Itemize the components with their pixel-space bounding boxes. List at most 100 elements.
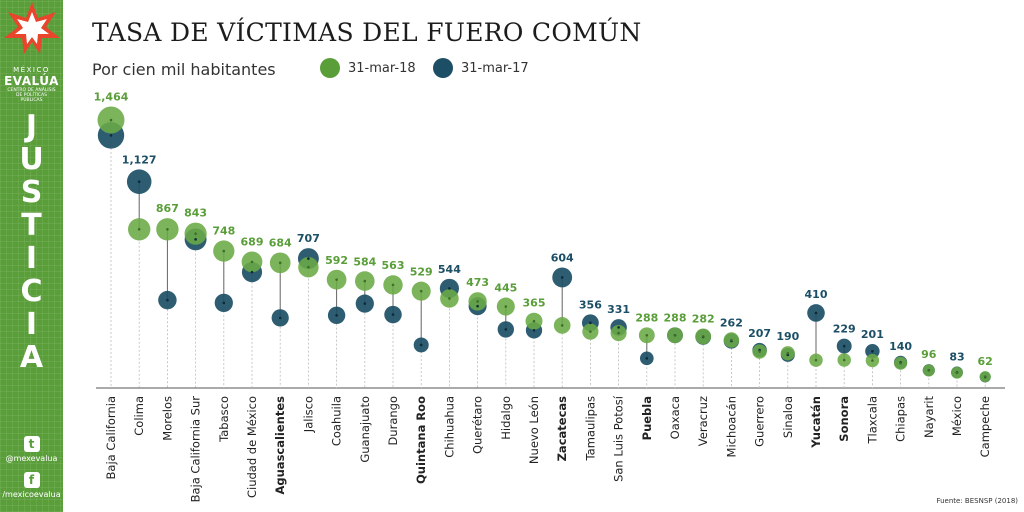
center-dot <box>927 369 931 372</box>
value-label: 689 <box>241 236 264 249</box>
value-label: 207 <box>748 327 771 340</box>
center-dot <box>955 371 959 375</box>
center-dot <box>899 361 902 365</box>
twitter-link[interactable]: t @mexevalua <box>0 436 63 463</box>
section-letter: T <box>21 208 42 243</box>
center-dot <box>871 359 874 362</box>
center-dot <box>335 278 338 281</box>
category-label: Puebla <box>640 396 654 440</box>
facebook-link[interactable]: f /mexicoevalua <box>0 472 63 499</box>
center-dot <box>391 313 395 316</box>
value-label: 201 <box>861 328 884 341</box>
section-letter: I <box>25 241 38 276</box>
category-label: Baja California Sur <box>189 396 203 503</box>
center-dot <box>222 249 226 253</box>
center-dot <box>166 298 169 302</box>
category-label: Quintana Roo <box>414 396 428 484</box>
value-label: 748 <box>212 224 235 237</box>
value-label: 445 <box>494 282 517 295</box>
section-letter: A <box>19 340 44 375</box>
center-dot <box>504 305 508 308</box>
value-label: 544 <box>438 263 461 276</box>
section-letter: C <box>20 274 43 309</box>
center-dot <box>758 350 761 353</box>
brand-sub: CENTRO DE ANÁLISIS DE POLÍTICAS PÚBLICAS <box>7 88 56 103</box>
category-label: Chihuahua <box>442 396 456 458</box>
source-note: Fuente: BESNSP (2018) <box>936 497 1018 505</box>
category-label: Guerrero <box>753 396 767 447</box>
legend-dot-icon <box>433 58 453 78</box>
center-dot <box>335 314 338 317</box>
section-letter: I <box>25 307 38 342</box>
value-label: 563 <box>382 259 405 272</box>
value-label: 282 <box>692 312 715 325</box>
category-label: Yucatán <box>809 396 823 449</box>
category-label: Guanajuato <box>358 396 372 463</box>
value-label: 592 <box>325 254 348 267</box>
category-label: Durango <box>386 396 400 446</box>
section-letter: J <box>25 109 38 144</box>
center-dot <box>166 227 169 231</box>
category-label: Veracruz <box>696 396 710 446</box>
value-label: 843 <box>184 207 207 220</box>
value-label: 707 <box>297 232 320 245</box>
section-letter: S <box>20 175 43 210</box>
facebook-icon: f <box>23 472 40 488</box>
center-dot <box>842 358 846 362</box>
category-label: Tabasco <box>217 396 231 443</box>
center-dot <box>560 276 564 279</box>
brand-main: EVALÚA <box>4 74 59 88</box>
center-dot <box>109 118 113 122</box>
value-label: 867 <box>156 202 179 215</box>
center-dot <box>419 289 423 293</box>
center-dot <box>476 304 479 308</box>
category-label: Jalisco <box>301 396 315 433</box>
center-dot <box>983 375 987 378</box>
center-dot <box>307 265 310 269</box>
category-label: Hidalgo <box>499 396 513 440</box>
center-dot <box>278 316 282 320</box>
legend-label: 31-mar-18 <box>348 60 416 76</box>
center-dot <box>250 270 254 274</box>
value-label: 229 <box>833 323 856 336</box>
value-label: 684 <box>269 236 292 249</box>
center-dot <box>250 260 254 264</box>
value-label: 331 <box>607 303 630 316</box>
category-label: Coahuila <box>330 396 344 446</box>
center-dot <box>137 180 141 183</box>
category-label: Morelos <box>160 396 174 441</box>
value-label: 410 <box>805 288 828 301</box>
center-dot <box>532 329 536 332</box>
category-label: Sinaloa <box>781 396 795 438</box>
legend-item-2017: 31-mar-17 <box>433 58 529 78</box>
category-label: Campeche <box>978 396 992 457</box>
value-label: 96 <box>921 348 937 361</box>
category-label: Michoacán <box>724 396 738 457</box>
value-label: 604 <box>551 252 574 265</box>
category-label: Nayarit <box>922 396 936 438</box>
value-label: 1,464 <box>94 91 129 104</box>
center-dot <box>645 333 649 337</box>
center-dot <box>589 321 592 325</box>
value-label: 288 <box>635 311 658 324</box>
category-label: Nuevo León <box>527 396 541 464</box>
value-label: 190 <box>776 330 799 343</box>
center-dot <box>701 335 705 338</box>
brand-small: MÉXICO <box>13 66 50 74</box>
category-label: Zacatecas <box>555 396 569 462</box>
category-label: Oaxaca <box>668 396 682 439</box>
center-dot <box>448 287 451 290</box>
star-logo-icon <box>4 2 60 54</box>
center-dot <box>391 283 395 287</box>
category-label: Querétaro <box>471 396 485 454</box>
twitter-handle: @mexevalua <box>5 454 58 463</box>
center-dot <box>814 311 818 315</box>
center-dot <box>476 300 479 303</box>
facebook-handle: /mexicoevalua <box>2 490 61 499</box>
chart-subtitle: Por cien mil habitantes <box>92 60 276 79</box>
category-label: Tamaulipas <box>583 396 597 461</box>
category-label: Sonora <box>837 396 851 442</box>
center-dot <box>137 227 141 231</box>
value-label: 584 <box>353 255 376 268</box>
center-dot <box>673 333 677 337</box>
